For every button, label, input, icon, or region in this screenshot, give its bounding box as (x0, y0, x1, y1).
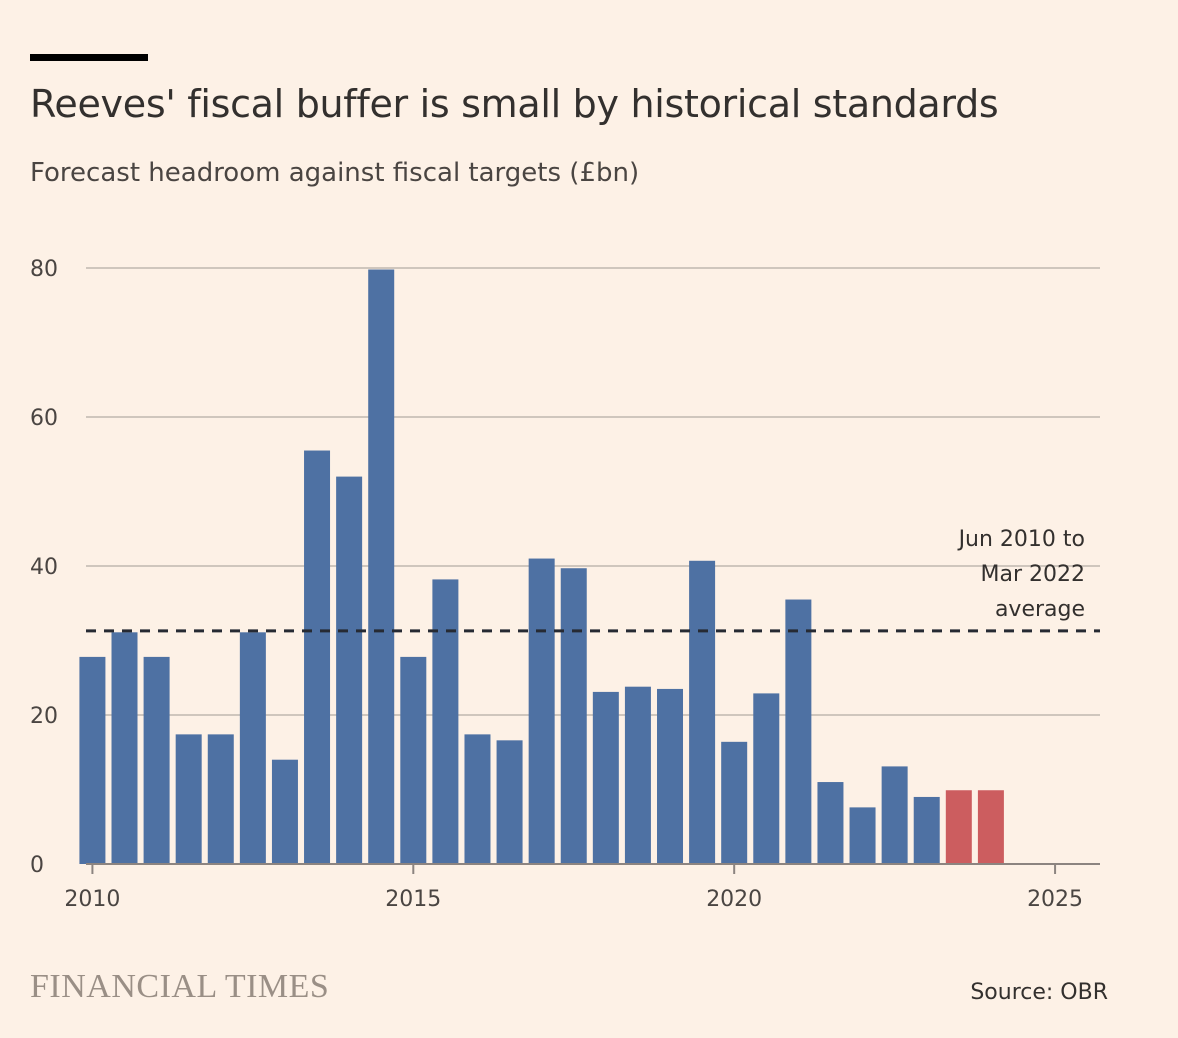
bar-chart: 0 20 40 60 80 Jun 2010 to Mar 2022 average 201… (30, 257, 1100, 912)
bar (881, 766, 908, 864)
average-label-line: Mar 2022 (981, 562, 1086, 587)
bar (817, 782, 844, 864)
x-tick-label: 2020 (706, 887, 762, 912)
bar (624, 686, 651, 864)
top-rule (30, 54, 148, 61)
chart-subtitle: Forecast headroom against fiscal targets… (30, 158, 640, 188)
average-line-group: Jun 2010 to Mar 2022 average (86, 527, 1100, 633)
bar-highlight (977, 790, 1004, 864)
bar-highlight (945, 790, 972, 864)
x-tick-label: 2010 (64, 887, 120, 912)
y-tick-label: 0 (30, 853, 44, 878)
y-tick-label: 80 (30, 257, 58, 282)
x-tick-label: 2015 (385, 887, 441, 912)
bar (368, 269, 395, 864)
bar (400, 656, 427, 864)
bar (496, 740, 523, 864)
ft-logo-text: FINANCIAL TIMES (30, 968, 330, 1005)
bar (239, 632, 266, 864)
bar (785, 599, 812, 864)
bar (753, 693, 780, 864)
bar (79, 656, 106, 864)
y-tick-label: 40 (30, 555, 58, 580)
bar (528, 558, 555, 864)
bar (560, 568, 587, 864)
bar (849, 807, 876, 864)
bars (79, 269, 1004, 864)
y-tick-label: 60 (30, 406, 58, 431)
y-tick-label: 20 (30, 704, 58, 729)
bar (111, 632, 138, 864)
bar (336, 476, 363, 864)
bar (657, 688, 684, 864)
source-note: Source: OBR (970, 980, 1108, 1005)
bar (432, 579, 459, 864)
x-tick-label: 2025 (1027, 887, 1083, 912)
bar (689, 560, 716, 864)
bar (464, 734, 491, 864)
x-axis: 2010 2015 2020 2025 (64, 863, 1100, 912)
bar (592, 691, 619, 864)
bar (207, 734, 234, 864)
average-label-line: Jun 2010 to (957, 527, 1085, 552)
bar (913, 796, 940, 864)
chart-title: Reeves' fiscal buffer is small by histor… (30, 82, 999, 126)
average-label-line: average (995, 597, 1085, 622)
bar (271, 759, 298, 864)
bar (304, 450, 331, 864)
bar (143, 656, 170, 864)
bar (721, 741, 748, 864)
bar (175, 734, 202, 864)
